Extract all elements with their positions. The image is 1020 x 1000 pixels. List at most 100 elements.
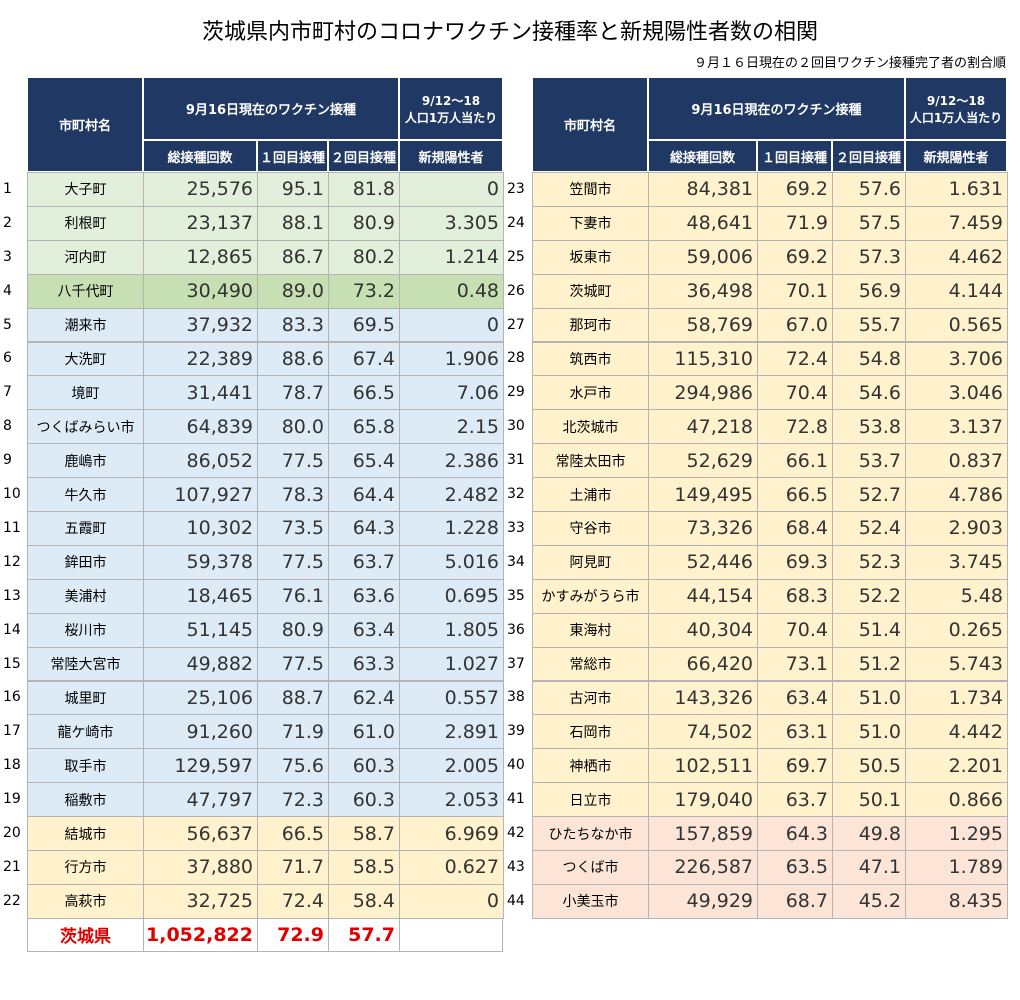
cell: 4.786	[905, 477, 1008, 512]
cell: 53.8	[832, 409, 906, 445]
rank: 37	[507, 655, 525, 672]
rank: 36	[507, 621, 525, 638]
cell: 65.8	[328, 409, 400, 445]
cell: 大洗町	[27, 341, 144, 377]
cell: 2.482	[399, 477, 504, 512]
cell: 78.3	[257, 477, 329, 512]
cell: 81.8	[328, 172, 400, 207]
cell: かすみがうら市	[532, 578, 649, 614]
cell: 95.1	[257, 172, 329, 207]
cell: 8.435	[905, 883, 1008, 919]
cell: 51.2	[832, 646, 906, 682]
cell: 48,641	[648, 205, 758, 241]
cell: 75.6	[257, 748, 329, 784]
cell: 桜川市	[27, 612, 144, 648]
cell: 五霞町	[27, 511, 144, 546]
cell: 63.7	[328, 544, 400, 580]
cell: 0	[399, 883, 504, 919]
cell: 古河市	[532, 680, 649, 716]
cell: 70.1	[757, 273, 833, 309]
cell: 63.5	[757, 850, 833, 885]
cell: 北茨城市	[532, 409, 649, 445]
cell: 107,927	[143, 477, 258, 512]
rank: 21	[3, 858, 21, 875]
rank: 35	[507, 587, 525, 604]
rank: 14	[3, 621, 21, 638]
cell: 52,446	[648, 544, 758, 580]
cell: 63.7	[757, 782, 833, 818]
cell: 80.9	[257, 612, 329, 648]
cell: 49,882	[143, 646, 258, 682]
cell: 58,769	[648, 307, 758, 343]
cell: 神栖市	[532, 748, 649, 784]
rank: 13	[3, 587, 21, 604]
header-text: 人口1万人当たり	[404, 110, 498, 125]
header-cell: 新規陽性者	[399, 140, 503, 172]
cell: 58.5	[328, 850, 400, 885]
header-cell: 9月16日現在のワクチン接種	[143, 77, 399, 140]
cell: 50.1	[832, 782, 906, 818]
cell: 高萩市	[27, 883, 144, 919]
cell: 52.3	[832, 544, 906, 580]
cell: 0	[399, 172, 504, 207]
cell: 179,040	[648, 782, 758, 818]
cell: 5.48	[905, 578, 1008, 614]
rank: 1	[3, 180, 12, 197]
cell: 54.6	[832, 375, 906, 411]
cell: 筑西市	[532, 341, 649, 377]
cell: 10,302	[143, 511, 258, 546]
cell: 74,502	[648, 714, 758, 750]
cell: 河内町	[27, 239, 144, 275]
cell: 3.706	[905, 341, 1008, 377]
total-cell: 茨城県	[27, 917, 144, 952]
cell: 66.1	[757, 443, 833, 479]
cell: 77.5	[257, 646, 329, 682]
cell: 91,260	[143, 714, 258, 750]
cell: 63.4	[328, 612, 400, 648]
cell: 1.631	[905, 172, 1008, 207]
cell: 美浦村	[27, 578, 144, 614]
cell: 68.7	[757, 883, 833, 919]
header-cell: 市町村名	[27, 77, 143, 172]
header-text: 9/12～18	[926, 93, 986, 108]
cell: 3.046	[905, 375, 1008, 411]
cell: 69.7	[757, 748, 833, 784]
rank: 22	[3, 892, 21, 909]
cell: 5.743	[905, 646, 1008, 682]
cell: 71.9	[257, 714, 329, 750]
cell: 2.15	[399, 409, 504, 445]
cell: 83.3	[257, 307, 329, 343]
cell: 22,389	[143, 341, 258, 377]
rank: 5	[3, 316, 12, 333]
cell: 73.2	[328, 273, 400, 309]
cell: 2.891	[399, 714, 504, 750]
cell: 102,511	[648, 748, 758, 784]
cell: 70.4	[757, 375, 833, 411]
cell: 86,052	[143, 443, 258, 479]
cell: 89.0	[257, 273, 329, 309]
rank: 18	[3, 757, 21, 774]
cell: 49,929	[648, 883, 758, 919]
cell: 笠間市	[532, 172, 649, 207]
rank: 24	[507, 214, 525, 231]
cell: 68.4	[757, 511, 833, 546]
rank: 41	[507, 791, 525, 808]
cell: 69.5	[328, 307, 400, 343]
cell: 68.3	[757, 578, 833, 614]
cell: 73.5	[257, 511, 329, 546]
cell: 土浦市	[532, 477, 649, 512]
cell: 0.695	[399, 578, 504, 614]
cell: 73.1	[757, 646, 833, 682]
cell: 69.2	[757, 172, 833, 207]
cell: 52.2	[832, 578, 906, 614]
total-cell	[399, 917, 503, 952]
cell: 51.0	[832, 680, 906, 716]
cell: 6.969	[399, 816, 504, 851]
cell: 7.459	[905, 205, 1008, 241]
cell: 72.8	[757, 409, 833, 445]
cell: 44,154	[648, 578, 758, 614]
cell: 53.7	[832, 443, 906, 479]
cell: 64.4	[328, 477, 400, 512]
cell: 37,932	[143, 307, 258, 343]
